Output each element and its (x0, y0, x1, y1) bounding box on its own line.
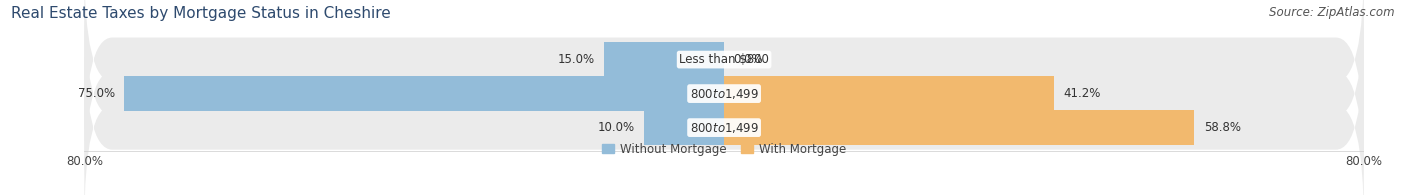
Text: Real Estate Taxes by Mortgage Status in Cheshire: Real Estate Taxes by Mortgage Status in … (11, 6, 391, 21)
Text: 10.0%: 10.0% (598, 121, 634, 134)
Bar (644, 110, 724, 145)
Text: Source: ZipAtlas.com: Source: ZipAtlas.com (1270, 6, 1395, 19)
FancyBboxPatch shape (84, 0, 1364, 157)
Text: $800 to $1,499: $800 to $1,499 (689, 121, 759, 135)
Text: 58.8%: 58.8% (1204, 121, 1241, 134)
Text: Less than $800: Less than $800 (679, 53, 769, 66)
Bar (724, 76, 1053, 111)
Bar (124, 76, 724, 111)
Text: 15.0%: 15.0% (557, 53, 595, 66)
FancyBboxPatch shape (84, 31, 1364, 195)
Bar (724, 110, 1194, 145)
Text: 75.0%: 75.0% (77, 87, 115, 100)
Text: $800 to $1,499: $800 to $1,499 (689, 87, 759, 101)
Legend: Without Mortgage, With Mortgage: Without Mortgage, With Mortgage (598, 138, 851, 160)
FancyBboxPatch shape (84, 0, 1364, 191)
Bar (605, 42, 724, 77)
Text: 41.2%: 41.2% (1063, 87, 1101, 100)
Text: 0.0%: 0.0% (734, 53, 763, 66)
